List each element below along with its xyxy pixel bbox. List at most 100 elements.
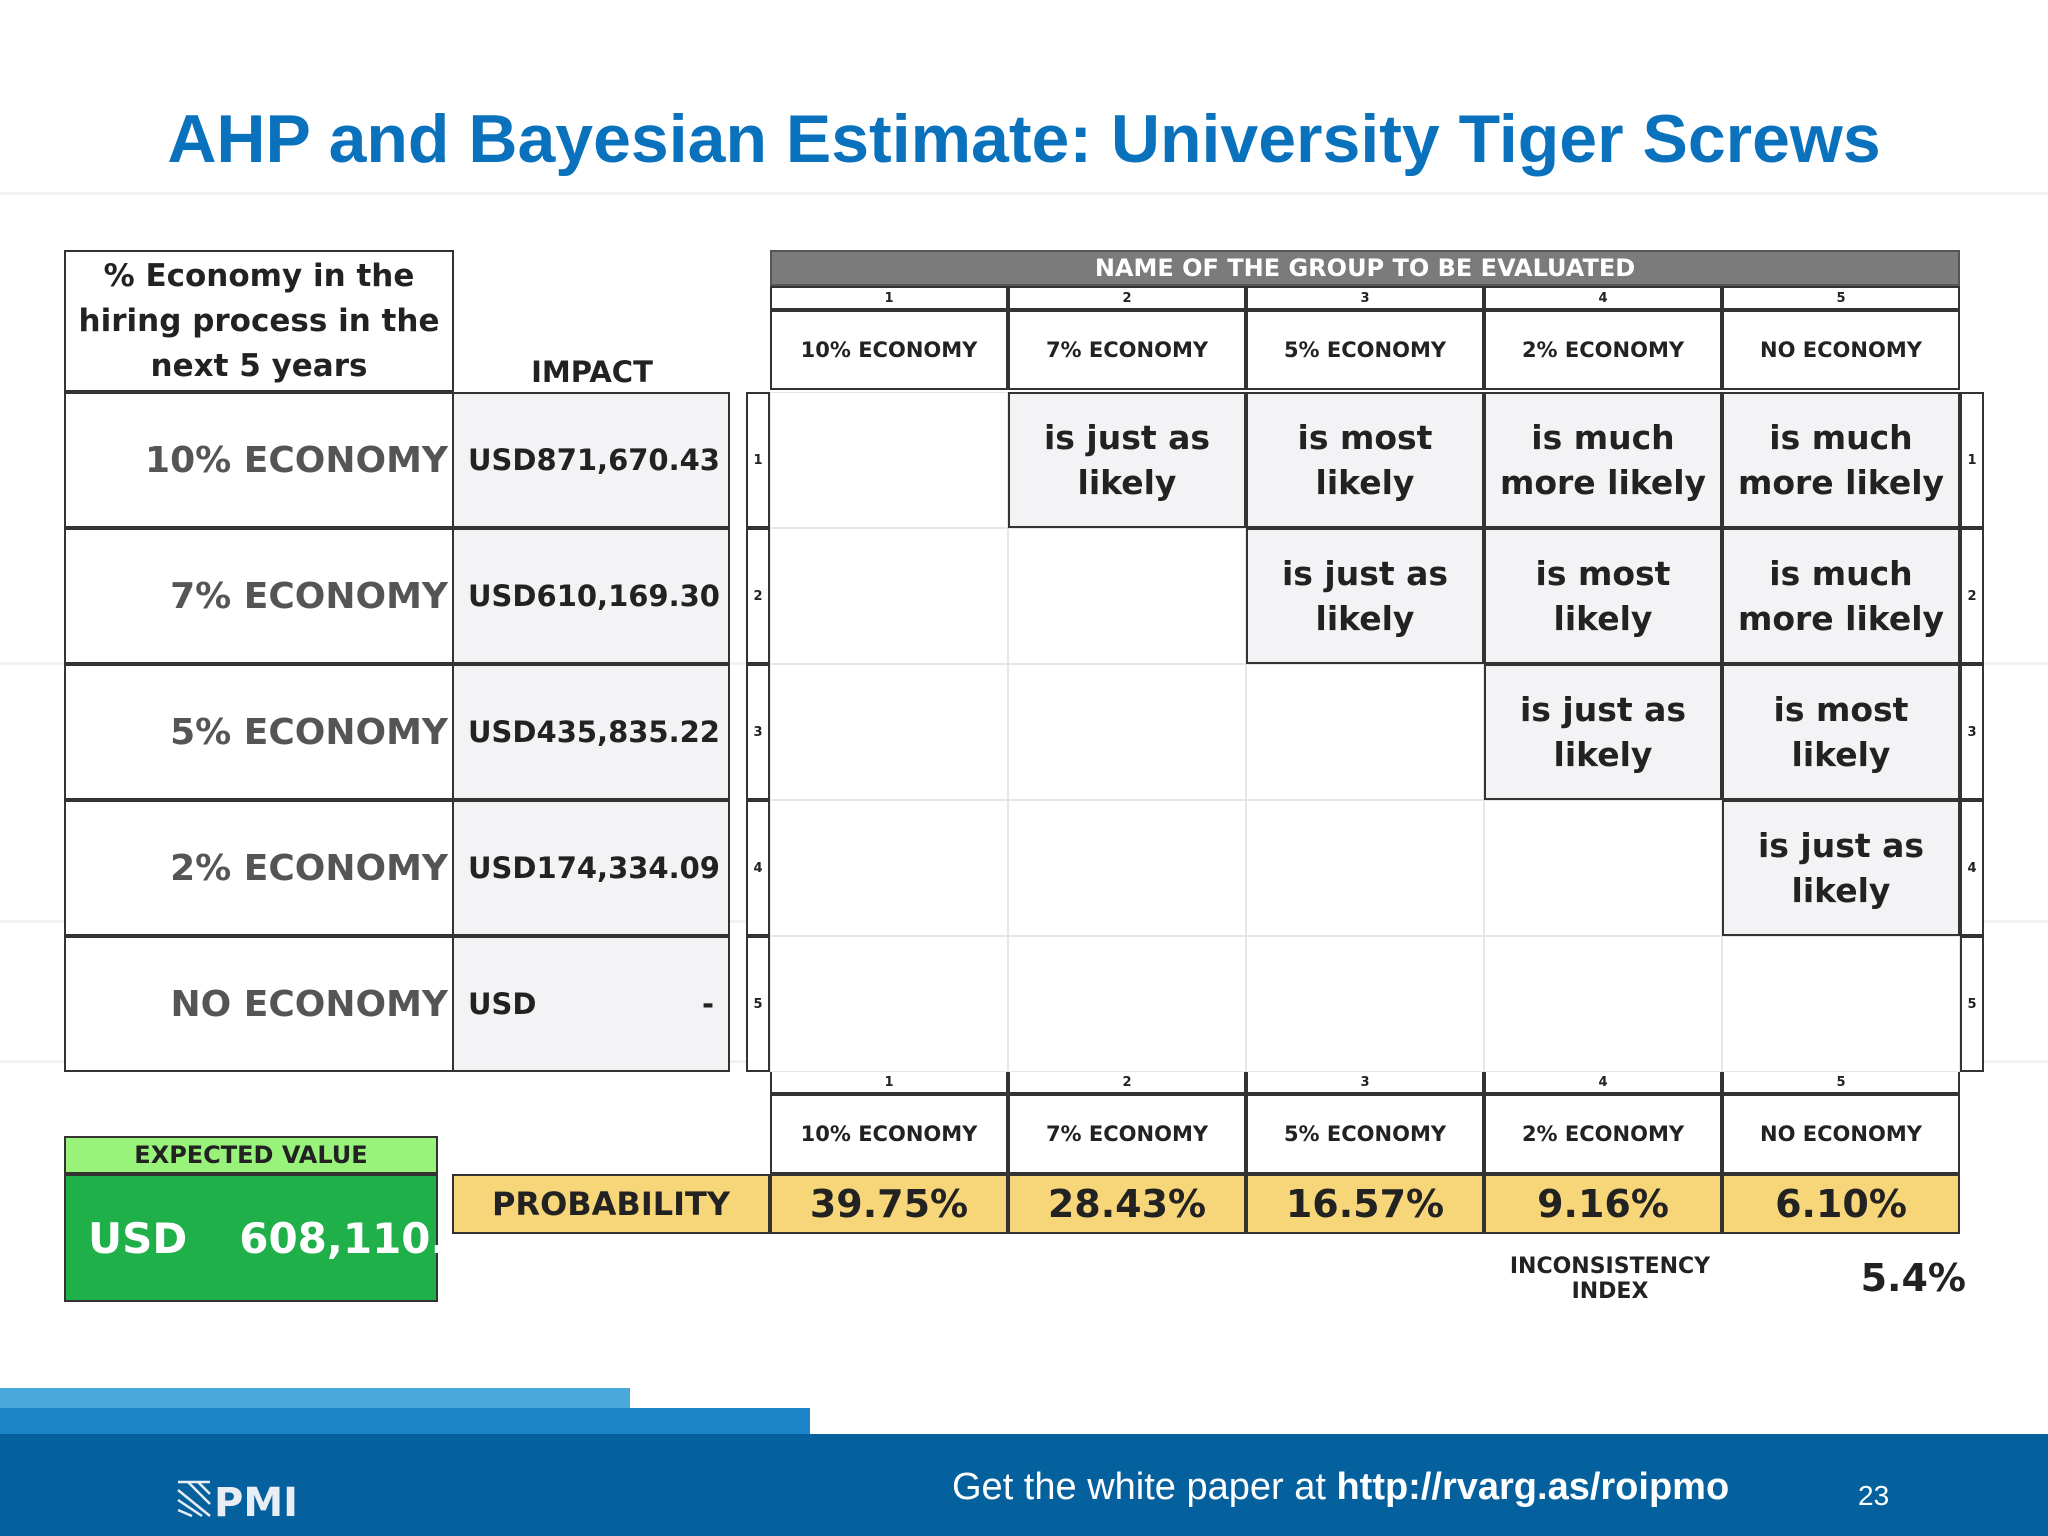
scenario-name: 10% ECONOMY: [64, 392, 454, 528]
impact-value: 174,334.09: [536, 851, 720, 885]
empty-cell: [1484, 936, 1722, 1072]
column-number: 4: [1484, 1070, 1722, 1094]
comparison-cell: is most likely: [1246, 392, 1484, 528]
inconsistency-value: 5.4%: [1860, 1256, 1966, 1300]
empty-cell: [770, 528, 1008, 664]
pmi-logo-icon: PMI: [177, 1480, 298, 1520]
expected-value-header: EXPECTED VALUE: [64, 1136, 438, 1174]
scenario-header: % Economy in the hiring process in the n…: [64, 250, 454, 392]
impact-currency: USD: [468, 579, 537, 613]
comparison-cell: is just as likely: [1722, 800, 1960, 936]
impact-value: 610,169.30: [536, 579, 720, 613]
comparison-cell: is much more likely: [1722, 392, 1960, 528]
probability-value: 39.75%: [770, 1174, 1008, 1234]
row-number-left: 3: [746, 664, 770, 800]
slide-title: AHP and Bayesian Estimate: University Ti…: [167, 101, 1881, 177]
scenario-impact: USD 610,169.30: [452, 528, 730, 664]
scenario-name: 5% ECONOMY: [64, 664, 454, 800]
scenario-impact: USD 871,670.43: [452, 392, 730, 528]
comparison-cell: is just as likely: [1484, 664, 1722, 800]
column-name: NO ECONOMY: [1722, 1094, 1960, 1174]
row-number-left: 2: [746, 528, 770, 664]
empty-cell: [770, 664, 1008, 800]
page-number: 23: [1858, 1480, 1890, 1511]
column-number: 3: [1246, 1070, 1484, 1094]
probability-value: 9.16%: [1484, 1174, 1722, 1234]
comparison-cell: is much more likely: [1484, 392, 1722, 528]
impact-value: -: [701, 987, 714, 1021]
impact-currency: USD: [468, 987, 537, 1021]
column-number: 4: [1484, 286, 1722, 310]
column-number: 5: [1722, 286, 1960, 310]
scenario-impact: USD 435,835.22: [452, 664, 730, 800]
column-name: 2% ECONOMY: [1484, 1094, 1722, 1174]
column-number: 1: [770, 286, 1008, 310]
probability-value: 16.57%: [1246, 1174, 1484, 1234]
footer-text-prefix: Get the white paper at: [952, 1466, 1337, 1508]
column-number: 2: [1008, 286, 1246, 310]
empty-cell: [1008, 528, 1246, 664]
footer-band: [0, 1434, 2048, 1536]
column-name: 5% ECONOMY: [1246, 1094, 1484, 1174]
expected-value-box: USD 608,110.28: [64, 1174, 505, 1302]
row-number-right: 2: [1960, 528, 1984, 664]
comparison-cell: is most likely: [1722, 664, 1960, 800]
empty-cell: [770, 392, 1008, 528]
impact-currency: USD: [468, 443, 537, 477]
row-number-right: 3: [1960, 664, 1984, 800]
comparison-cell: is just as likely: [1246, 528, 1484, 664]
scenario-name: NO ECONOMY: [64, 936, 454, 1072]
footer-url-link[interactable]: http://rvarg.as/roipmo: [1336, 1466, 1730, 1508]
row-number-right: 1: [1960, 392, 1984, 528]
empty-cell: [1246, 800, 1484, 936]
expected-value-currency: USD: [88, 1213, 188, 1263]
impact-header: IMPACT: [531, 355, 653, 389]
column-name: 10% ECONOMY: [770, 310, 1008, 390]
impact-value: 435,835.22: [536, 715, 720, 749]
row-number-right: 4: [1960, 800, 1984, 936]
row-number-right: 5: [1960, 936, 1984, 1072]
row-number-left: 5: [746, 936, 770, 1072]
probability-value: 6.10%: [1722, 1174, 1960, 1234]
column-name: 7% ECONOMY: [1008, 1094, 1246, 1174]
column-number: 5: [1722, 1070, 1960, 1094]
empty-cell: [1008, 664, 1246, 800]
empty-cell: [1008, 800, 1246, 936]
group-header: NAME OF THE GROUP TO BE EVALUATED: [770, 250, 1960, 286]
impact-value: 871,670.43: [536, 443, 720, 477]
empty-cell: [1008, 936, 1246, 1072]
impact-currency: USD: [468, 715, 537, 749]
inconsistency-label: INCONSISTENCY INDEX: [1509, 1254, 1711, 1304]
comparison-cell: is just as likely: [1008, 392, 1246, 528]
footer-strip-light: [0, 1388, 630, 1408]
impact-currency: USD: [468, 851, 537, 885]
empty-cell: [1484, 800, 1722, 936]
footer-text: Get the white paper at http://rvarg.as/r…: [952, 1466, 1729, 1512]
empty-cell: [770, 800, 1008, 936]
empty-cell: [1246, 936, 1484, 1072]
column-name: 5% ECONOMY: [1246, 310, 1484, 390]
empty-cell: [770, 936, 1008, 1072]
scenario-name: 2% ECONOMY: [64, 800, 454, 936]
column-number: 2: [1008, 1070, 1246, 1094]
column-name: 2% ECONOMY: [1484, 310, 1722, 390]
scenario-header-text: % Economy in the hiring process in the n…: [78, 257, 440, 384]
row-number-left: 1: [746, 392, 770, 528]
logo-text: PMI: [214, 1480, 298, 1520]
column-number: 3: [1246, 286, 1484, 310]
comparison-cell: is much more likely: [1722, 528, 1960, 664]
probability-value: 28.43%: [1008, 1174, 1246, 1234]
comparison-cell: is most likely: [1484, 528, 1722, 664]
probability-label: PROBABILITY: [452, 1174, 770, 1234]
column-name: 10% ECONOMY: [770, 1094, 1008, 1174]
column-name: 7% ECONOMY: [1008, 310, 1246, 390]
column-name: NO ECONOMY: [1722, 310, 1960, 390]
column-number: 1: [770, 1070, 1008, 1094]
scenario-impact: USD -: [452, 936, 730, 1072]
empty-cell: [1246, 664, 1484, 800]
footer-strip-mid: [0, 1408, 810, 1434]
empty-cell: [1722, 936, 1960, 1072]
scenario-impact: USD 174,334.09: [452, 800, 730, 936]
row-number-left: 4: [746, 800, 770, 936]
scenario-name: 7% ECONOMY: [64, 528, 454, 664]
